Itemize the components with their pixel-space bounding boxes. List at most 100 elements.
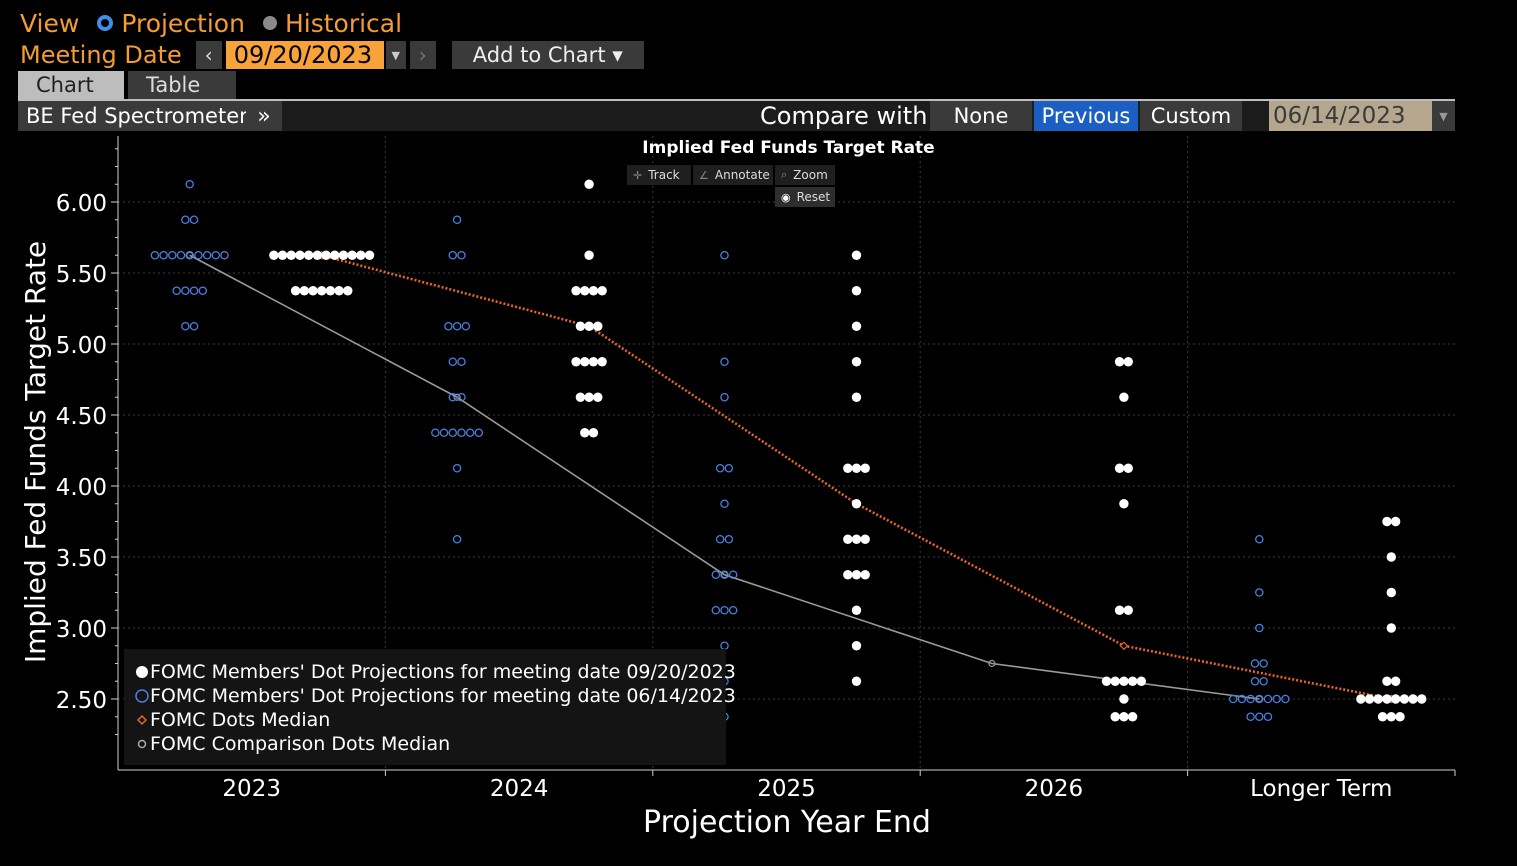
compare-previous-button[interactable]: Previous	[1034, 101, 1138, 131]
current-projection-dot	[1377, 712, 1388, 722]
compare-date-field[interactable]: 06/14/2023	[1269, 101, 1432, 131]
current-projection-dot	[584, 250, 594, 260]
next-date-button[interactable]: ›	[409, 41, 436, 69]
current-projection-dot	[303, 250, 314, 260]
reset-button[interactable]: ◉ Reset	[775, 187, 835, 207]
previous-projection-dot	[1255, 712, 1264, 722]
meeting-date-field[interactable]: 09/20/2023	[225, 41, 384, 69]
previous-projection-dot	[711, 570, 721, 580]
function-name[interactable]: BE Fed Spectrometer	[18, 101, 250, 131]
reset-icon: ◉	[781, 190, 791, 204]
current-projection-dot	[1119, 694, 1129, 704]
previous-projection-dot	[1263, 694, 1273, 704]
current-projection-dot	[851, 250, 862, 260]
compare-custom-button[interactable]: Custom	[1140, 101, 1242, 131]
current-projection-dot	[580, 286, 590, 296]
previous-projection-dot	[185, 179, 194, 189]
current-projection-dot	[286, 250, 296, 260]
previous-projection-dot	[168, 250, 177, 260]
previous-projection-dot	[1259, 677, 1268, 686]
projection-label[interactable]: Projection	[121, 8, 245, 38]
view-label: View	[20, 8, 80, 38]
legend-label-previous: FOMC Members' Dot Projections for meetin…	[150, 685, 736, 707]
add-to-chart-button[interactable]: Add to Chart ▾	[451, 41, 644, 69]
current-projection-dot	[851, 676, 862, 686]
current-projection-dot	[343, 286, 353, 296]
y-tick-label: 3.50	[56, 546, 107, 572]
previous-projection-dot	[202, 250, 212, 260]
chart-title: Implied Fed Funds Target Rate	[642, 138, 935, 158]
current-projection-dot	[843, 570, 853, 580]
previous-projection-dot	[715, 463, 725, 473]
track-button[interactable]: ✛ Track	[627, 165, 691, 185]
previous-projection-dot	[724, 535, 734, 544]
current-projection-dot	[290, 286, 301, 296]
previous-projection-dot	[724, 463, 734, 473]
current-projection-dot	[597, 357, 607, 367]
date-dropdown-icon[interactable]: ▼	[385, 41, 406, 69]
current-projection-dot	[1386, 623, 1397, 633]
previous-projection-dot	[1255, 623, 1264, 633]
previous-projection-dot	[181, 321, 190, 331]
chevron-right-icon: ›	[418, 43, 427, 67]
previous-projection-dot	[452, 463, 462, 473]
current-projection-dot	[571, 286, 581, 296]
current-projection-dot	[1373, 694, 1383, 704]
annotate-label: Annotate	[714, 168, 770, 182]
legend-item-comparison-median[interactable]: FOMC Comparison Dots Median	[134, 732, 450, 756]
current-projection-dot	[588, 428, 599, 438]
current-projection-dot	[1114, 605, 1125, 615]
previous-projection-dot	[452, 535, 462, 544]
previous-projection-dot	[1237, 694, 1247, 704]
previous-projection-dot	[720, 357, 729, 366]
function-toolbar: BE Fed Spectrometer » Compare with None …	[18, 101, 1455, 131]
current-projection-dot	[851, 641, 862, 651]
tab-chart[interactable]: Chart	[18, 71, 124, 99]
compare-date-dropdown-icon[interactable]: ▼	[1432, 101, 1455, 131]
current-projection-dot	[1119, 499, 1129, 509]
legend-item-median[interactable]: FOMC Dots Median	[134, 708, 330, 732]
projection-radio[interactable]	[97, 15, 114, 31]
current-projection-dot	[1390, 516, 1401, 527]
x-tick-label: 2025	[757, 776, 816, 802]
previous-projection-dot	[189, 215, 199, 224]
pencil-icon: ∠	[699, 168, 709, 182]
x-tick-label: 2023	[222, 776, 281, 802]
current-projection-dot	[1123, 357, 1133, 367]
crosshair-icon: ✛	[633, 168, 643, 182]
zoom-label: Zoom	[793, 168, 828, 182]
compare-none-button[interactable]: None	[930, 101, 1032, 131]
prev-date-button[interactable]: ‹	[195, 41, 222, 69]
current-projection-dot	[299, 286, 309, 296]
annotate-button[interactable]: ∠ Annotate	[693, 165, 773, 185]
current-projection-dot	[843, 534, 853, 544]
previous-projection-dot	[150, 250, 160, 260]
comparison-median-point	[453, 393, 461, 401]
current-projection-dot	[1390, 676, 1401, 686]
x-tick-label: Longer Term	[1250, 776, 1392, 802]
current-projection-dot	[338, 250, 349, 260]
previous-projection-dot	[1250, 659, 1260, 668]
previous-projection-dot	[448, 428, 457, 437]
current-projection-dot	[308, 286, 318, 296]
legend-item-current[interactable]: FOMC Members' Dot Projections for meetin…	[134, 660, 736, 684]
y-tick-label: 6.00	[56, 191, 107, 217]
previous-projection-dot	[448, 250, 457, 260]
current-projection-dot	[860, 570, 870, 580]
zoom-button[interactable]: ⌕ Zoom	[775, 165, 835, 185]
legend-item-previous[interactable]: FOMC Members' Dot Projections for meetin…	[134, 684, 736, 708]
previous-projection-dot	[181, 215, 190, 224]
tab-table[interactable]: Table	[128, 71, 236, 99]
current-projection-dot	[1364, 694, 1375, 704]
current-projection-dot	[1127, 712, 1138, 722]
current-projection-dot	[584, 321, 594, 331]
previous-projection-dot	[189, 286, 199, 295]
expand-icon[interactable]: »	[246, 101, 282, 131]
current-projection-dot	[851, 286, 862, 296]
historical-label[interactable]: Historical	[284, 8, 403, 38]
previous-projection-dot	[457, 392, 466, 402]
previous-projection-dot	[720, 606, 729, 615]
previous-projection-dot	[720, 392, 729, 402]
historical-radio[interactable]	[262, 16, 277, 30]
